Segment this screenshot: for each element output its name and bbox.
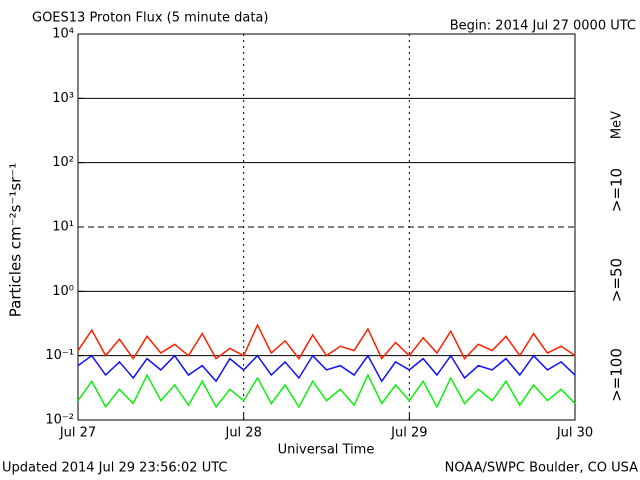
- series-line: [77, 354, 576, 383]
- footer-right: NOAA/SWPC Boulder, CO USA: [445, 461, 638, 476]
- series-line: [77, 323, 576, 360]
- chart-title: GOES13 Proton Flux (5 minute data): [32, 11, 268, 26]
- legend-entry: >=10: [608, 168, 626, 212]
- x-axis-label: Universal Time: [278, 443, 375, 458]
- y-tick-label: 10⁰: [52, 284, 74, 299]
- y-tick-label: 10²: [52, 155, 74, 170]
- y-tick-label: 10⁻¹: [45, 348, 74, 363]
- footer-left: Updated 2014 Jul 29 23:56:02 UTC: [2, 461, 227, 476]
- x-tick-label: Jul 30: [556, 426, 593, 441]
- y-tick-label: 10¹: [52, 220, 74, 235]
- legend-entry: >=100: [608, 348, 626, 402]
- chart-subtitle: Begin: 2014 Jul 27 0000 UTC: [450, 19, 636, 34]
- y-tick-label: 10⁴: [52, 27, 74, 42]
- y-tick-label: 10⁻²: [45, 413, 74, 428]
- x-tick-label: Jul 29: [390, 426, 427, 441]
- legend-entry: >=50: [608, 258, 626, 302]
- series-line: [77, 373, 576, 409]
- x-tick-label: Jul 28: [224, 426, 261, 441]
- x-tick-label: Jul 27: [59, 426, 96, 441]
- units-label: MeV: [610, 111, 625, 139]
- y-tick-label: 10³: [52, 91, 74, 106]
- y-axis-label: Particles cm⁻²s⁻¹sr⁻¹: [7, 163, 25, 317]
